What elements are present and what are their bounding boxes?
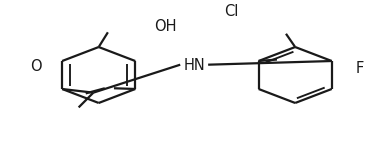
Text: HN: HN	[183, 58, 205, 73]
Text: Cl: Cl	[224, 4, 238, 19]
Text: O: O	[30, 59, 42, 74]
Text: F: F	[356, 61, 364, 76]
Text: OH: OH	[154, 19, 176, 34]
